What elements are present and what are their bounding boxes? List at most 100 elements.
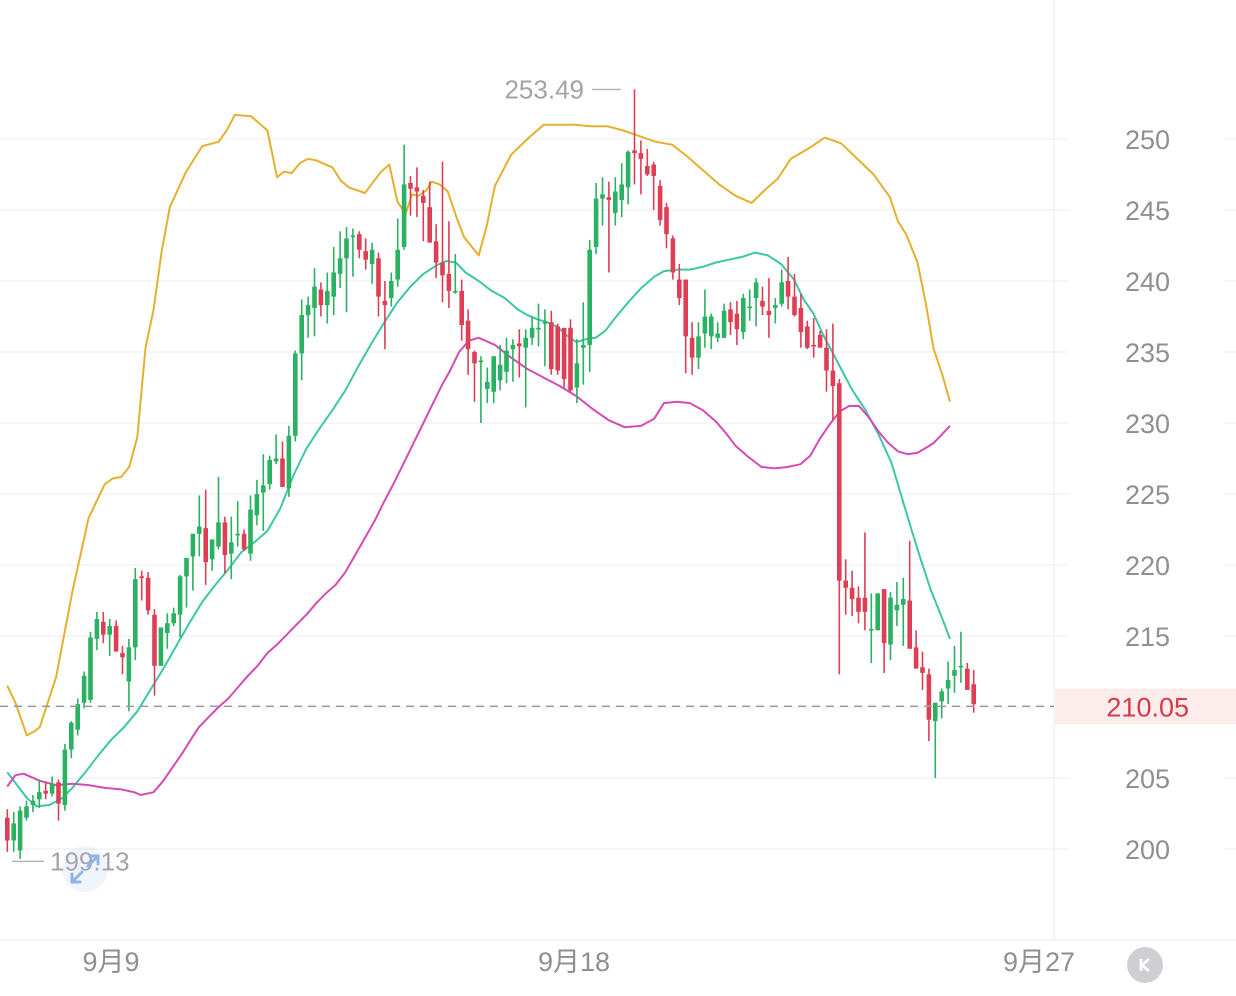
candle[interactable] — [414, 167, 420, 218]
candle[interactable] — [75, 698, 80, 736]
candle[interactable] — [523, 329, 528, 408]
candle[interactable] — [875, 593, 880, 631]
candle[interactable] — [933, 702, 938, 778]
candle[interactable] — [785, 256, 791, 310]
candle[interactable] — [862, 532, 868, 631]
candle[interactable] — [81, 671, 87, 709]
candle[interactable] — [561, 327, 567, 388]
candle[interactable] — [389, 272, 394, 307]
candle[interactable] — [504, 337, 509, 384]
candle[interactable] — [965, 662, 970, 690]
candle[interactable] — [203, 489, 208, 585]
candle[interactable] — [299, 299, 304, 381]
candle[interactable] — [600, 177, 605, 226]
candle[interactable] — [184, 557, 189, 608]
candle[interactable] — [165, 613, 170, 649]
candle[interactable] — [632, 89, 637, 185]
candle[interactable] — [606, 181, 612, 273]
candle[interactable] — [843, 559, 848, 615]
candle[interactable] — [536, 303, 541, 347]
candle[interactable] — [395, 218, 400, 287]
candle[interactable] — [869, 593, 874, 663]
expand-icon[interactable] — [62, 846, 108, 892]
candle[interactable] — [907, 540, 912, 649]
candle[interactable] — [49, 776, 55, 797]
candle[interactable] — [510, 339, 516, 382]
candle[interactable] — [158, 627, 164, 666]
candle[interactable] — [120, 645, 125, 675]
candle[interactable] — [312, 268, 317, 337]
candle[interactable] — [369, 242, 375, 284]
candle[interactable] — [280, 441, 285, 487]
candle[interactable] — [472, 350, 477, 402]
candle[interactable] — [344, 227, 349, 313]
candle[interactable] — [517, 329, 522, 378]
candle[interactable] — [856, 586, 861, 624]
candle[interactable] — [24, 800, 29, 821]
candle[interactable] — [901, 577, 906, 646]
candle[interactable] — [894, 582, 900, 627]
k-button[interactable] — [1127, 947, 1163, 983]
candle[interactable] — [229, 516, 234, 580]
candle[interactable] — [849, 570, 855, 617]
candle[interactable] — [337, 231, 343, 289]
candle[interactable] — [945, 661, 951, 705]
candle[interactable] — [126, 638, 132, 712]
candle[interactable] — [293, 350, 298, 442]
candle[interactable] — [209, 539, 215, 571]
candle[interactable] — [696, 322, 701, 370]
candles[interactable] — [5, 89, 976, 859]
candle[interactable] — [958, 631, 964, 683]
candle[interactable] — [613, 177, 618, 226]
candle[interactable] — [773, 298, 778, 324]
candle[interactable] — [689, 322, 695, 375]
candle[interactable] — [363, 238, 368, 270]
candle[interactable] — [401, 144, 407, 250]
candle[interactable] — [593, 183, 599, 255]
candle[interactable] — [56, 779, 61, 821]
candle[interactable] — [248, 495, 253, 561]
candle[interactable] — [824, 329, 829, 392]
candle[interactable] — [728, 302, 733, 335]
candle[interactable] — [427, 181, 432, 243]
candle[interactable] — [747, 289, 752, 321]
candle[interactable] — [62, 743, 68, 811]
candle[interactable] — [952, 645, 957, 693]
candle[interactable] — [69, 721, 74, 759]
candle[interactable] — [529, 316, 535, 345]
candle[interactable] — [920, 651, 925, 690]
candle[interactable] — [273, 434, 279, 465]
candle[interactable] — [30, 795, 36, 813]
candle[interactable] — [792, 273, 797, 317]
candle[interactable] — [715, 322, 720, 343]
candle[interactable] — [325, 272, 330, 324]
candle[interactable] — [753, 278, 759, 327]
candle[interactable] — [805, 320, 810, 350]
candle[interactable] — [107, 618, 112, 656]
candle[interactable] — [5, 809, 10, 852]
candle[interactable] — [94, 611, 100, 651]
candle[interactable] — [670, 235, 676, 280]
candle[interactable] — [811, 317, 816, 358]
candle[interactable] — [197, 495, 202, 557]
candle[interactable] — [709, 313, 714, 350]
candle[interactable] — [433, 224, 439, 279]
candle[interactable] — [721, 303, 727, 338]
candle[interactable] — [651, 161, 656, 210]
candle[interactable] — [286, 425, 292, 497]
candle[interactable] — [152, 609, 157, 696]
candle[interactable] — [241, 529, 247, 551]
candle[interactable] — [376, 252, 381, 317]
candle[interactable] — [491, 356, 496, 404]
candle[interactable] — [888, 591, 893, 661]
candle[interactable] — [702, 289, 708, 348]
candle[interactable] — [113, 620, 119, 652]
candle[interactable] — [459, 279, 464, 341]
candle[interactable] — [734, 300, 740, 345]
candle[interactable] — [465, 309, 471, 375]
candle[interactable] — [101, 611, 106, 644]
candle[interactable] — [798, 293, 804, 348]
candle[interactable] — [817, 330, 823, 348]
candle[interactable] — [446, 221, 452, 308]
